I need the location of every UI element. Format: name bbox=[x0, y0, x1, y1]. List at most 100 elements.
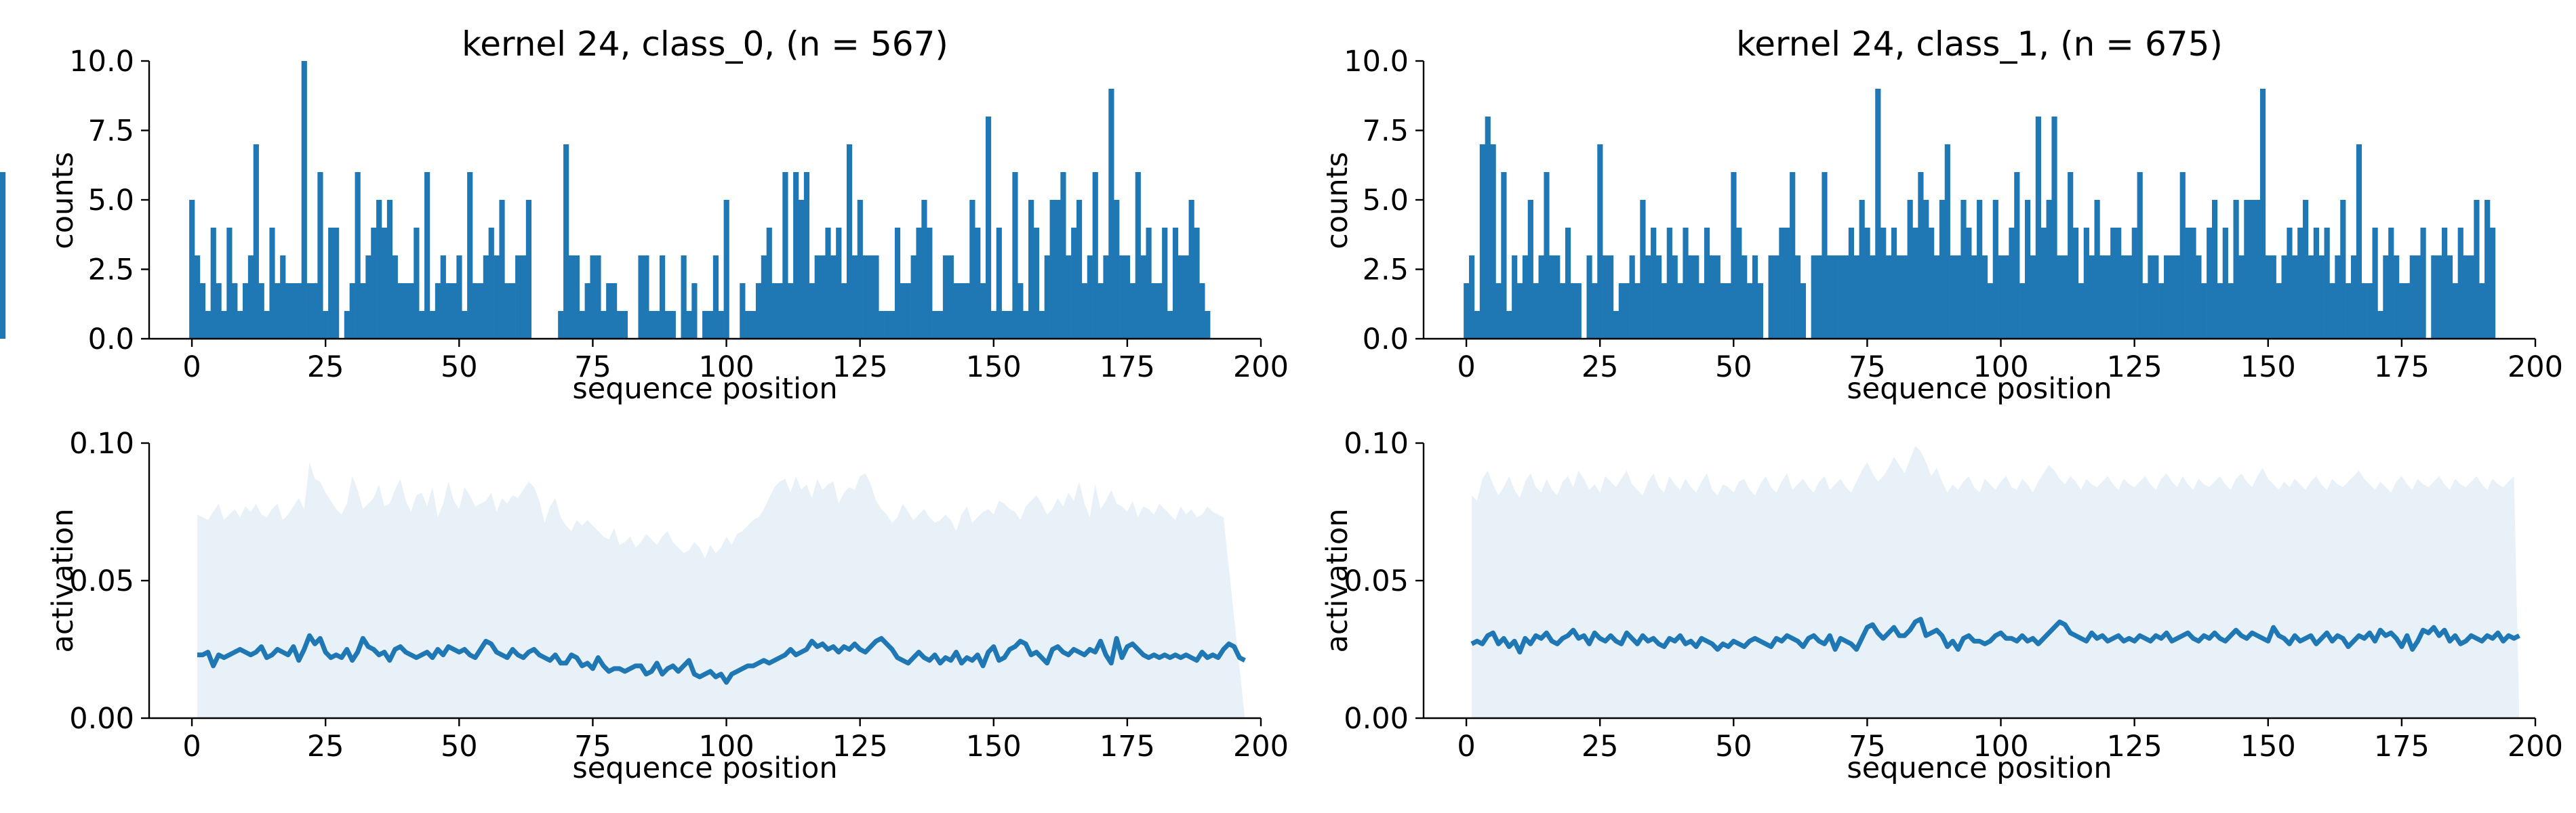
histogram-bar bbox=[2003, 255, 2009, 339]
histogram-bar bbox=[1071, 228, 1077, 339]
histogram-bar bbox=[1655, 255, 1662, 339]
histogram-bar bbox=[1923, 200, 1929, 339]
histogram-bar bbox=[814, 255, 820, 339]
y-ticks: 0.0 2.5 5.0 7.5 10.0 bbox=[1344, 45, 1424, 356]
histogram-bar bbox=[306, 283, 313, 339]
histogram-bar bbox=[638, 255, 644, 339]
histogram-bar bbox=[2292, 255, 2298, 339]
histogram-bar bbox=[1023, 311, 1029, 339]
histogram-bar bbox=[1469, 255, 1475, 339]
histogram-bar bbox=[1699, 283, 1705, 339]
histogram-bar bbox=[2190, 228, 2196, 339]
histogram-bar bbox=[590, 255, 596, 339]
histogram-bar bbox=[1039, 311, 1045, 339]
histogram-bar bbox=[1087, 255, 1093, 339]
histogram-bar bbox=[1848, 228, 1855, 339]
histogram-bar bbox=[1178, 255, 1184, 339]
histogram-bar bbox=[1955, 255, 1961, 339]
histogram-bar bbox=[990, 311, 997, 339]
histogram-bar bbox=[766, 228, 772, 339]
histogram-bar bbox=[1007, 311, 1013, 339]
histogram-bar bbox=[2404, 283, 2411, 339]
histogram-bar bbox=[1188, 200, 1194, 339]
histogram-bar bbox=[1939, 200, 1946, 339]
y-axis-label: counts bbox=[46, 152, 80, 249]
histogram-bar bbox=[964, 283, 970, 339]
histogram-bar bbox=[616, 311, 623, 339]
histogram-bar bbox=[1565, 228, 1571, 339]
histogram-bar bbox=[2211, 200, 2218, 339]
histogram-bar bbox=[948, 255, 954, 339]
panel-top-left: kernel 24, class_0, (n = 567) 0 25 50 75 100… bbox=[0, 24, 1289, 406]
histogram-bar bbox=[980, 283, 986, 339]
x-axis-label: sequence position bbox=[1847, 751, 2112, 785]
histogram-bar bbox=[2468, 255, 2474, 339]
histogram-bar bbox=[1742, 255, 1748, 339]
histogram-bar bbox=[969, 200, 975, 339]
histogram-bar bbox=[1843, 255, 1849, 339]
histogram-bar bbox=[707, 311, 714, 339]
histogram-bar bbox=[2078, 283, 2085, 339]
histogram-bar bbox=[2489, 228, 2496, 339]
histogram-bar bbox=[242, 283, 249, 339]
histogram-bar bbox=[1092, 172, 1098, 339]
x-tick-label: 100 bbox=[1973, 730, 2028, 764]
histogram-bar bbox=[435, 283, 441, 339]
histogram-bar bbox=[1146, 228, 1152, 339]
histogram-bar bbox=[1683, 228, 1689, 339]
histogram-bar bbox=[1709, 255, 1716, 339]
histogram-bar bbox=[1570, 283, 1577, 339]
histogram-bar bbox=[1044, 255, 1050, 339]
histogram-bar bbox=[397, 283, 403, 339]
histogram-bar bbox=[910, 255, 917, 339]
histogram-bar bbox=[1907, 200, 1913, 339]
histogram-bar bbox=[515, 255, 521, 339]
histogram-bar bbox=[1725, 283, 1731, 339]
histogram-bar bbox=[1790, 172, 1796, 339]
x-axis-label: sequence position bbox=[572, 372, 837, 406]
y-axis-label: activation bbox=[1321, 509, 1354, 653]
histogram-bar bbox=[280, 255, 286, 339]
y-tick-label: 7.5 bbox=[88, 114, 134, 148]
histogram-bar bbox=[1135, 172, 1141, 339]
x-tick-label: 50 bbox=[1715, 730, 1752, 764]
histogram-bar bbox=[670, 311, 676, 339]
histogram-bar bbox=[942, 255, 949, 339]
histogram-bar bbox=[285, 283, 291, 339]
histogram-bar bbox=[403, 283, 409, 339]
histogram-bar bbox=[1479, 144, 1485, 339]
histogram-bar bbox=[1501, 172, 1507, 339]
panel-title: kernel 24, class_1, (n = 675) bbox=[1736, 24, 2223, 64]
histogram-bar bbox=[2431, 255, 2437, 339]
histogram-bar bbox=[1512, 255, 1518, 339]
histogram-bar bbox=[1816, 255, 1822, 339]
histogram-bar bbox=[2287, 228, 2293, 339]
histogram-bar bbox=[504, 283, 510, 339]
histogram-bar bbox=[2329, 283, 2335, 339]
x-tick-label: 50 bbox=[441, 350, 478, 384]
histogram-bar bbox=[2346, 283, 2352, 339]
histogram-bar bbox=[1752, 255, 1758, 339]
histogram-bar bbox=[1827, 255, 1833, 339]
histogram-bar bbox=[2062, 255, 2068, 339]
histogram-bar bbox=[210, 228, 216, 339]
histogram-bar bbox=[2265, 255, 2272, 339]
histogram-bar bbox=[1773, 255, 1779, 339]
histogram-bar bbox=[440, 255, 446, 339]
histogram-bar bbox=[221, 311, 227, 339]
histogram-bar bbox=[601, 311, 607, 339]
y-tick-label: 0.00 bbox=[69, 702, 134, 736]
histogram-bar bbox=[2120, 255, 2127, 339]
histogram-bar bbox=[1822, 172, 1828, 339]
histogram-bar bbox=[1853, 255, 1859, 339]
x-tick-label: 25 bbox=[1582, 730, 1619, 764]
x-tick-label: 100 bbox=[698, 350, 754, 384]
histogram-bar bbox=[1018, 283, 1024, 339]
histogram-bar bbox=[269, 228, 275, 339]
histogram-bar bbox=[2233, 200, 2239, 339]
histogram-bar bbox=[2158, 283, 2165, 339]
x-tick-label: 100 bbox=[698, 730, 754, 764]
histogram-bar bbox=[525, 200, 532, 339]
histogram-bar bbox=[927, 228, 933, 339]
y-tick-label: 0.05 bbox=[1344, 564, 1409, 598]
